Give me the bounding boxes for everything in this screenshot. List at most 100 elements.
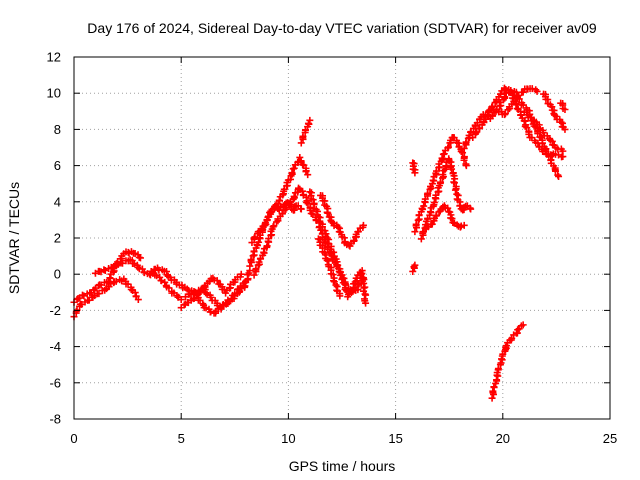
data-point — [270, 222, 278, 230]
data-point — [350, 237, 358, 245]
data-point — [561, 105, 569, 113]
y-tick-label: 0 — [54, 267, 61, 282]
x-tick-label: 20 — [496, 431, 510, 446]
data-point — [523, 124, 531, 132]
data-point — [304, 171, 312, 179]
x-tick-label: 10 — [281, 431, 295, 446]
data-point — [514, 326, 522, 334]
data-point — [559, 147, 567, 155]
data-point — [306, 206, 314, 214]
data-point — [275, 196, 283, 204]
data-point — [131, 289, 139, 297]
data-point — [297, 205, 305, 213]
y-tick-label: 6 — [54, 158, 61, 173]
data-point — [344, 293, 352, 301]
data-point — [338, 276, 346, 284]
data-point — [304, 200, 312, 208]
data-point — [334, 261, 342, 269]
y-tick-label: 10 — [47, 86, 61, 101]
data-point — [341, 286, 349, 294]
data-point — [306, 116, 314, 124]
data-point — [437, 178, 445, 186]
data-point — [501, 110, 509, 118]
data-point — [448, 215, 456, 223]
y-tick-label: -8 — [49, 412, 61, 427]
data-point — [456, 223, 464, 231]
data-point — [444, 143, 452, 151]
data-point — [134, 263, 142, 271]
data-point — [414, 216, 422, 224]
data-point — [329, 277, 337, 285]
series-track-21 — [482, 85, 541, 120]
data-point — [250, 271, 258, 279]
data-point — [462, 138, 470, 146]
data-point — [411, 261, 419, 269]
series-track-25 — [488, 321, 527, 402]
data-point — [535, 124, 543, 132]
y-tick-label: -6 — [49, 375, 61, 390]
data-point — [412, 220, 420, 228]
data-point — [460, 144, 468, 152]
y-tick-label: 12 — [47, 50, 61, 65]
y-tick-label: 4 — [54, 194, 61, 209]
data-point — [336, 292, 344, 300]
data-point — [246, 262, 254, 270]
series-track-08 — [248, 153, 312, 247]
data-point — [460, 203, 468, 211]
data-point — [357, 270, 365, 278]
data-point — [460, 156, 468, 164]
data-point — [106, 274, 114, 282]
data-point — [309, 196, 317, 204]
data-point — [299, 132, 307, 140]
data-point — [255, 238, 263, 246]
data-point — [290, 164, 298, 172]
series-track-24 — [557, 99, 569, 113]
data-point — [429, 176, 437, 184]
data-point — [417, 235, 425, 243]
data-point — [557, 118, 565, 126]
data-point — [488, 394, 496, 402]
data-point — [472, 129, 480, 137]
data-point — [334, 223, 342, 231]
series-track-22 — [520, 108, 567, 155]
series-track-18 — [417, 155, 475, 243]
data-point — [528, 85, 536, 93]
data-point — [419, 228, 427, 236]
series-track-10 — [297, 116, 314, 147]
data-point — [462, 162, 470, 170]
data-point — [411, 228, 419, 236]
data-point — [127, 286, 135, 294]
data-point — [465, 131, 473, 139]
data-point — [324, 209, 332, 217]
data-point — [134, 296, 142, 304]
x-tick-label: 0 — [70, 431, 77, 446]
series-track-06 — [181, 267, 254, 311]
data-point — [424, 189, 432, 197]
data-point — [247, 256, 255, 264]
data-point — [297, 139, 305, 147]
x-tick-label: 5 — [178, 431, 185, 446]
data-point — [296, 153, 304, 161]
x-tick-labels: 0 5 10 15 20 25 — [70, 431, 617, 446]
data-point — [521, 122, 529, 130]
data-point — [252, 265, 260, 273]
x-axis-title: GPS time / hours — [289, 458, 396, 474]
data-point — [532, 86, 540, 94]
axis-ticks — [73, 56, 611, 420]
data-point — [263, 242, 271, 250]
data-point — [362, 299, 370, 307]
data-point — [422, 221, 430, 229]
data-point — [288, 169, 296, 177]
data-point — [328, 218, 336, 226]
data-point — [303, 198, 311, 206]
data-point — [485, 107, 493, 115]
y-tick-label: -4 — [49, 339, 61, 354]
data-point — [161, 278, 169, 286]
data-point — [551, 111, 559, 119]
data-point — [497, 90, 505, 98]
data-point — [519, 321, 527, 329]
data-point — [451, 186, 459, 194]
data-point — [440, 150, 448, 158]
data-point — [500, 84, 508, 92]
data-point — [202, 289, 210, 297]
